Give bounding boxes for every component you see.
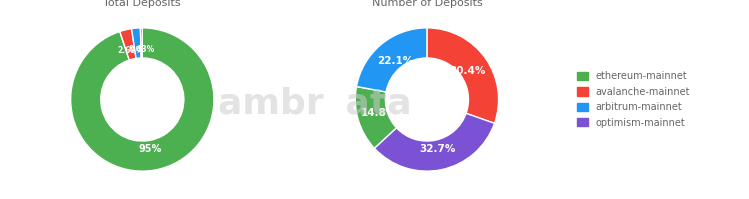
Wedge shape xyxy=(120,29,136,60)
Text: 0.43%: 0.43% xyxy=(129,45,155,54)
Wedge shape xyxy=(140,28,142,58)
Text: 32.7%: 32.7% xyxy=(419,144,455,154)
Wedge shape xyxy=(427,28,499,123)
Wedge shape xyxy=(357,28,427,92)
Wedge shape xyxy=(374,113,494,171)
Wedge shape xyxy=(70,28,214,171)
Wedge shape xyxy=(355,87,396,148)
Wedge shape xyxy=(132,28,142,59)
Text: ambr   ata: ambr ata xyxy=(218,87,411,120)
Legend: ethereum-mainnet, avalanche-mainnet, arbitrum-mainnet, optimism-mainnet: ethereum-mainnet, avalanche-mainnet, arb… xyxy=(574,69,693,130)
Title: Number of Deposits: Number of Deposits xyxy=(372,0,482,8)
Text: 22.1%: 22.1% xyxy=(377,56,413,66)
Text: 14.8%: 14.8% xyxy=(360,108,397,118)
Title: Total Deposits: Total Deposits xyxy=(103,0,181,8)
Text: 2.69%: 2.69% xyxy=(118,46,144,55)
Text: 30.4%: 30.4% xyxy=(449,65,486,76)
Text: 95%: 95% xyxy=(139,144,162,154)
